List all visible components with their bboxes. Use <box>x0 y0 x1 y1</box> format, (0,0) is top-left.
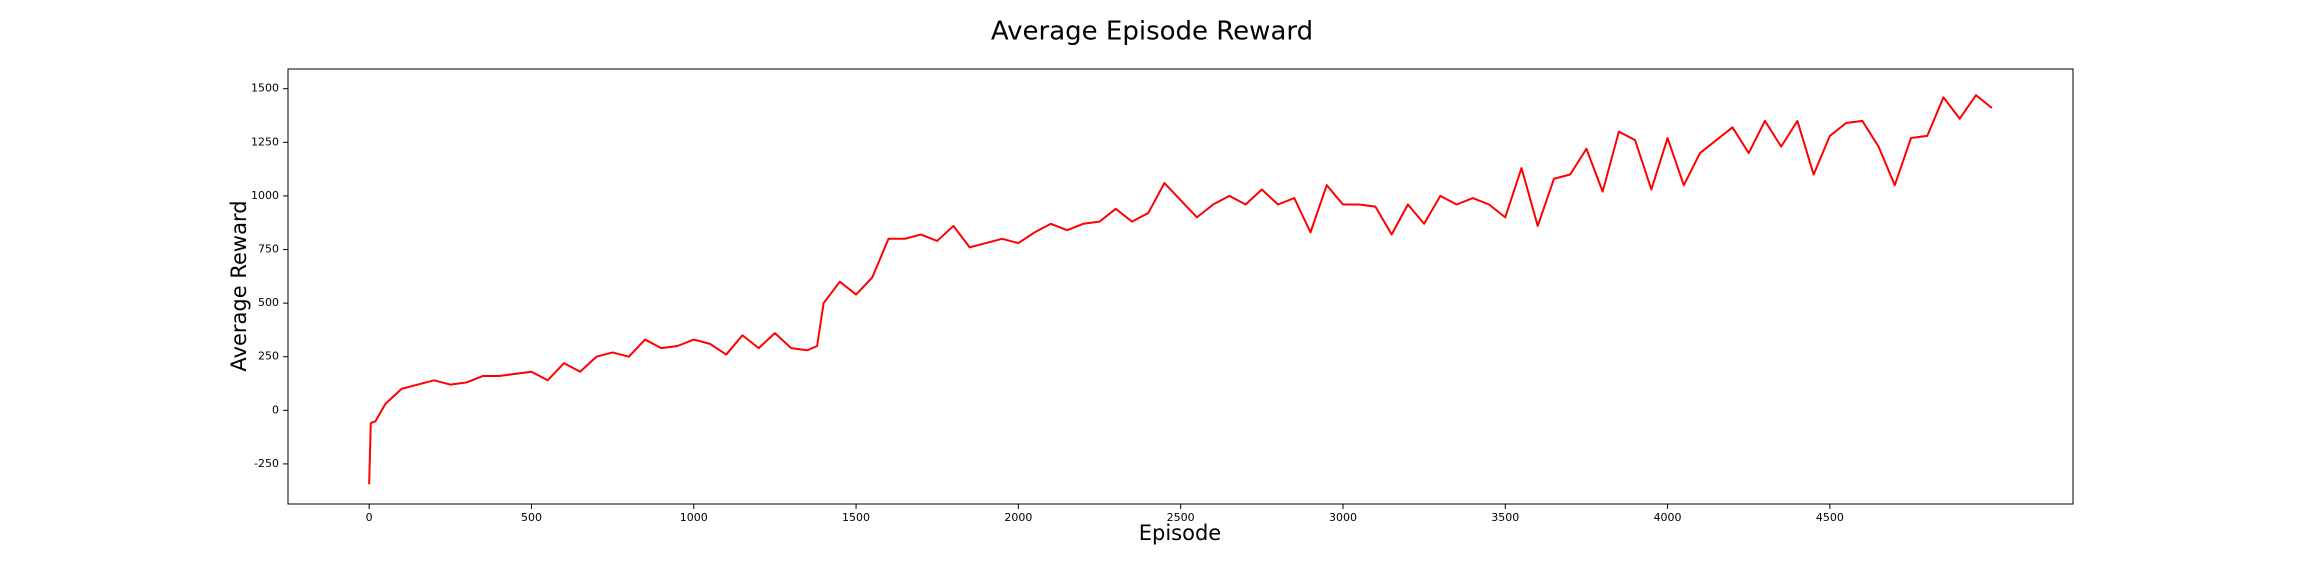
x-tick-label: 1000 <box>680 511 708 524</box>
plot-frame <box>287 68 2074 505</box>
y-tick-label: 250 <box>258 350 279 363</box>
x-tick-label: 4000 <box>1654 511 1682 524</box>
x-tick-label: 3500 <box>1491 511 1519 524</box>
x-tick-label: 3000 <box>1329 511 1357 524</box>
line <box>368 94 1993 485</box>
x-tick-label: 2500 <box>1167 511 1195 524</box>
x-tick-label: 500 <box>521 511 542 524</box>
x-axis-label: Episode <box>1139 521 1221 545</box>
y-tick-label: 1500 <box>251 82 279 95</box>
y-tick-label: 750 <box>258 243 279 256</box>
chart-title: Average Episode Reward <box>991 17 1313 47</box>
x-tick-label: 0 <box>366 511 373 524</box>
y-axis-label: Average Reward <box>227 200 251 371</box>
x-tick-label: 2000 <box>1004 511 1032 524</box>
y-tick-label: 1000 <box>251 189 279 202</box>
y-tick-label: 0 <box>272 403 279 416</box>
y-tick-label: 500 <box>258 296 279 309</box>
y-tick-label: -250 <box>254 457 279 470</box>
y-tick-label: 1250 <box>251 135 279 148</box>
x-tick-label: 4500 <box>1816 511 1844 524</box>
x-tick-label: 1500 <box>842 511 870 524</box>
